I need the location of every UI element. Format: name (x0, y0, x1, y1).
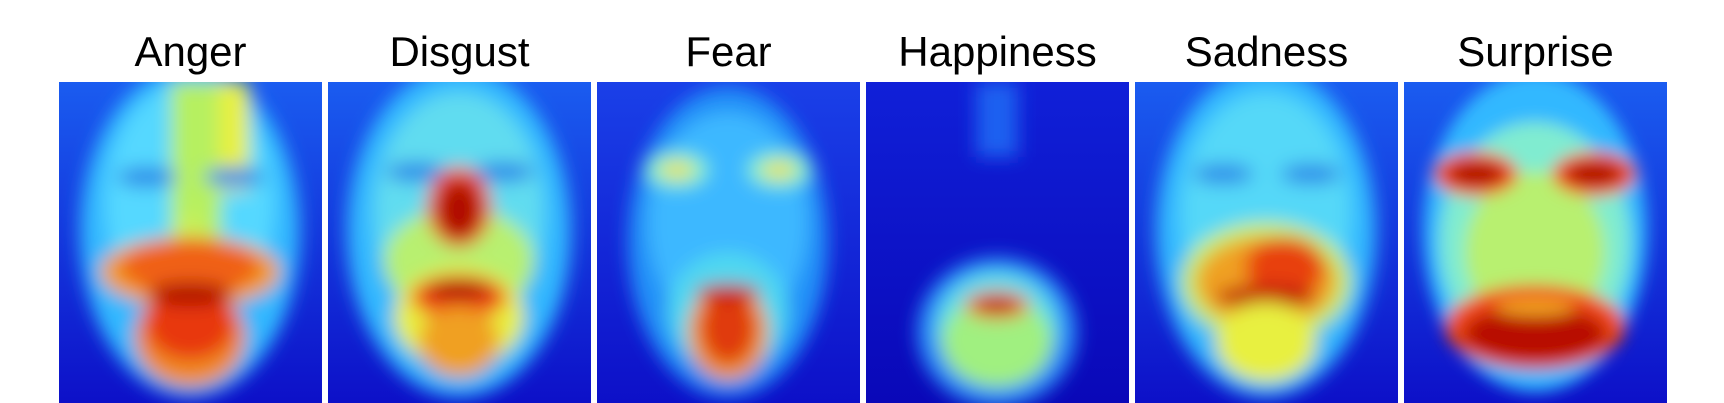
disgust-heatmap (328, 82, 591, 403)
panel-title: Disgust (389, 28, 530, 75)
panel-title: Happiness (898, 28, 1097, 75)
panel-title: Fear (685, 28, 772, 75)
panel-title: Surprise (1457, 28, 1614, 75)
panel-title: Sadness (1184, 28, 1349, 75)
surprise-heatmap (1404, 82, 1667, 403)
panel-title: Anger (134, 28, 247, 75)
sadness-heatmap (1135, 82, 1398, 403)
panel-disgust: Disgust (328, 0, 591, 403)
anger-heatmap (59, 82, 322, 403)
panel-fear: Fear (597, 0, 860, 403)
panel-sadness: Sadness (1135, 0, 1398, 403)
fear-heatmap (597, 82, 860, 403)
panel-surprise: Surprise (1404, 0, 1667, 403)
happiness-heatmap (866, 82, 1129, 403)
panel-happiness: Happiness (866, 0, 1129, 403)
panel-anger: Anger (59, 0, 322, 403)
